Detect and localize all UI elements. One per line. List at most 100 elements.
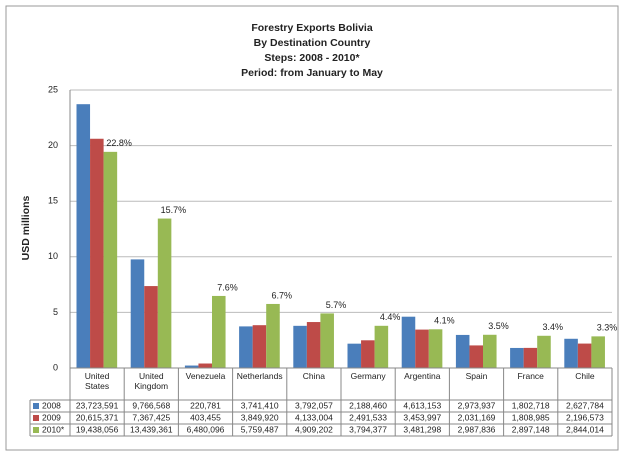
category-cell: Chile [575,371,595,381]
table-value: 23,723,591 [76,400,119,410]
bar [455,334,470,368]
share-label: 4.4% [380,312,401,322]
bar [239,326,253,368]
table-value: 3,481,298 [403,424,441,434]
bar [347,343,362,368]
y-tick-label: 5 [53,307,58,317]
table-value: 2,844,014 [566,424,604,434]
bar [293,325,307,368]
share-label: 3.4% [542,322,563,332]
bar [266,303,280,368]
legend-label: 2010* [42,424,65,434]
bar [523,347,538,368]
bar [401,316,416,368]
category-cell: Venezuela [185,371,226,381]
bar [564,338,578,368]
table-value: 2,627,784 [566,400,604,410]
table-value: 13,439,361 [130,424,173,434]
x-tick-label: Germany [350,371,386,381]
table-value: 1,808,985 [512,412,550,422]
share-label: 15.7% [161,205,187,215]
table-value: 9,766,568 [132,400,170,410]
table-value: 2,973,937 [458,400,496,410]
table-value: 3,849,920 [241,412,279,422]
category-cell: Spain [465,371,488,381]
y-tick-label: 15 [48,196,58,206]
chart-subtitle: By Destination Country [254,37,371,49]
bar [252,325,267,368]
bar [212,295,226,368]
category-cell: United States [85,371,110,391]
bar [483,334,497,368]
share-label: 4.1% [434,316,455,326]
table-value: 2,987,836 [458,424,496,434]
category-cell: Netherlands [236,371,283,381]
share-label: 22.8% [106,138,132,148]
bar [184,365,199,368]
table-value: 403,455 [190,412,221,422]
category-cell: Argentina [404,371,441,381]
bar [374,325,389,368]
table-value: 7,367,425 [132,412,170,422]
table-value: 1,802,718 [512,400,550,410]
category-cell: China [302,371,325,381]
table-value: 3,741,410 [241,400,279,410]
bar [90,138,104,368]
bar [76,104,91,368]
table-value: 4,133,004 [295,412,333,422]
bar [469,345,484,368]
x-tick-label: Venezuela [185,371,226,381]
y-tick-label: 0 [53,362,58,372]
bar [510,347,524,368]
table-value: 3,453,997 [403,412,441,422]
chart-subtitle: Period: from January to May [241,67,383,79]
bar [306,322,321,368]
x-tick-label: United Kingdom [134,371,169,391]
category-cell: Germany [350,371,386,381]
legend-swatch [33,415,39,421]
table-value: 2,031,169 [458,412,496,422]
table-value: 20,615,371 [76,412,119,422]
table-value: 220,781 [190,400,221,410]
bar [130,259,145,368]
table-value: 2,188,460 [349,400,387,410]
bar [361,340,375,368]
table-value: 5,759,487 [241,424,279,434]
table-value: 6,480,096 [187,424,225,434]
bar [320,313,334,368]
x-tick-label: China [302,371,325,381]
category-cell: France [517,371,543,381]
y-tick-label: 10 [48,251,58,261]
chart-title: Forestry Exports Bolivia [251,22,373,34]
bar [537,335,551,368]
bar [144,286,158,368]
share-label: 7.6% [217,282,238,292]
bar [591,336,605,368]
y-axis-label: USD millions [20,195,32,260]
category-cell: United Kingdom [134,371,169,391]
table-value: 4,613,153 [403,400,441,410]
bar [103,151,118,368]
y-tick-label: 25 [48,84,58,94]
y-tick-label: 20 [48,140,58,150]
table-value: 3,792,057 [295,400,333,410]
x-tick-label: Spain [465,371,488,381]
share-label: 6.7% [271,290,292,300]
legend-swatch [33,427,39,433]
table-value: 2,196,573 [566,412,604,422]
table-value: 4,909,202 [295,424,333,434]
x-tick-label: Netherlands [236,371,283,381]
table-value: 3,794,377 [349,424,387,434]
legend-label: 2008 [42,400,61,410]
share-label: 3.3% [597,323,618,333]
table-value: 19,438,056 [76,424,119,434]
bar [198,363,213,368]
x-tick-label: Argentina [404,371,441,381]
legend-label: 2009 [42,412,61,422]
bar [428,329,443,368]
x-tick-label: Chile [575,371,595,381]
table-value: 2,491,533 [349,412,387,422]
bar [157,218,172,368]
share-label: 5.7% [326,300,347,310]
